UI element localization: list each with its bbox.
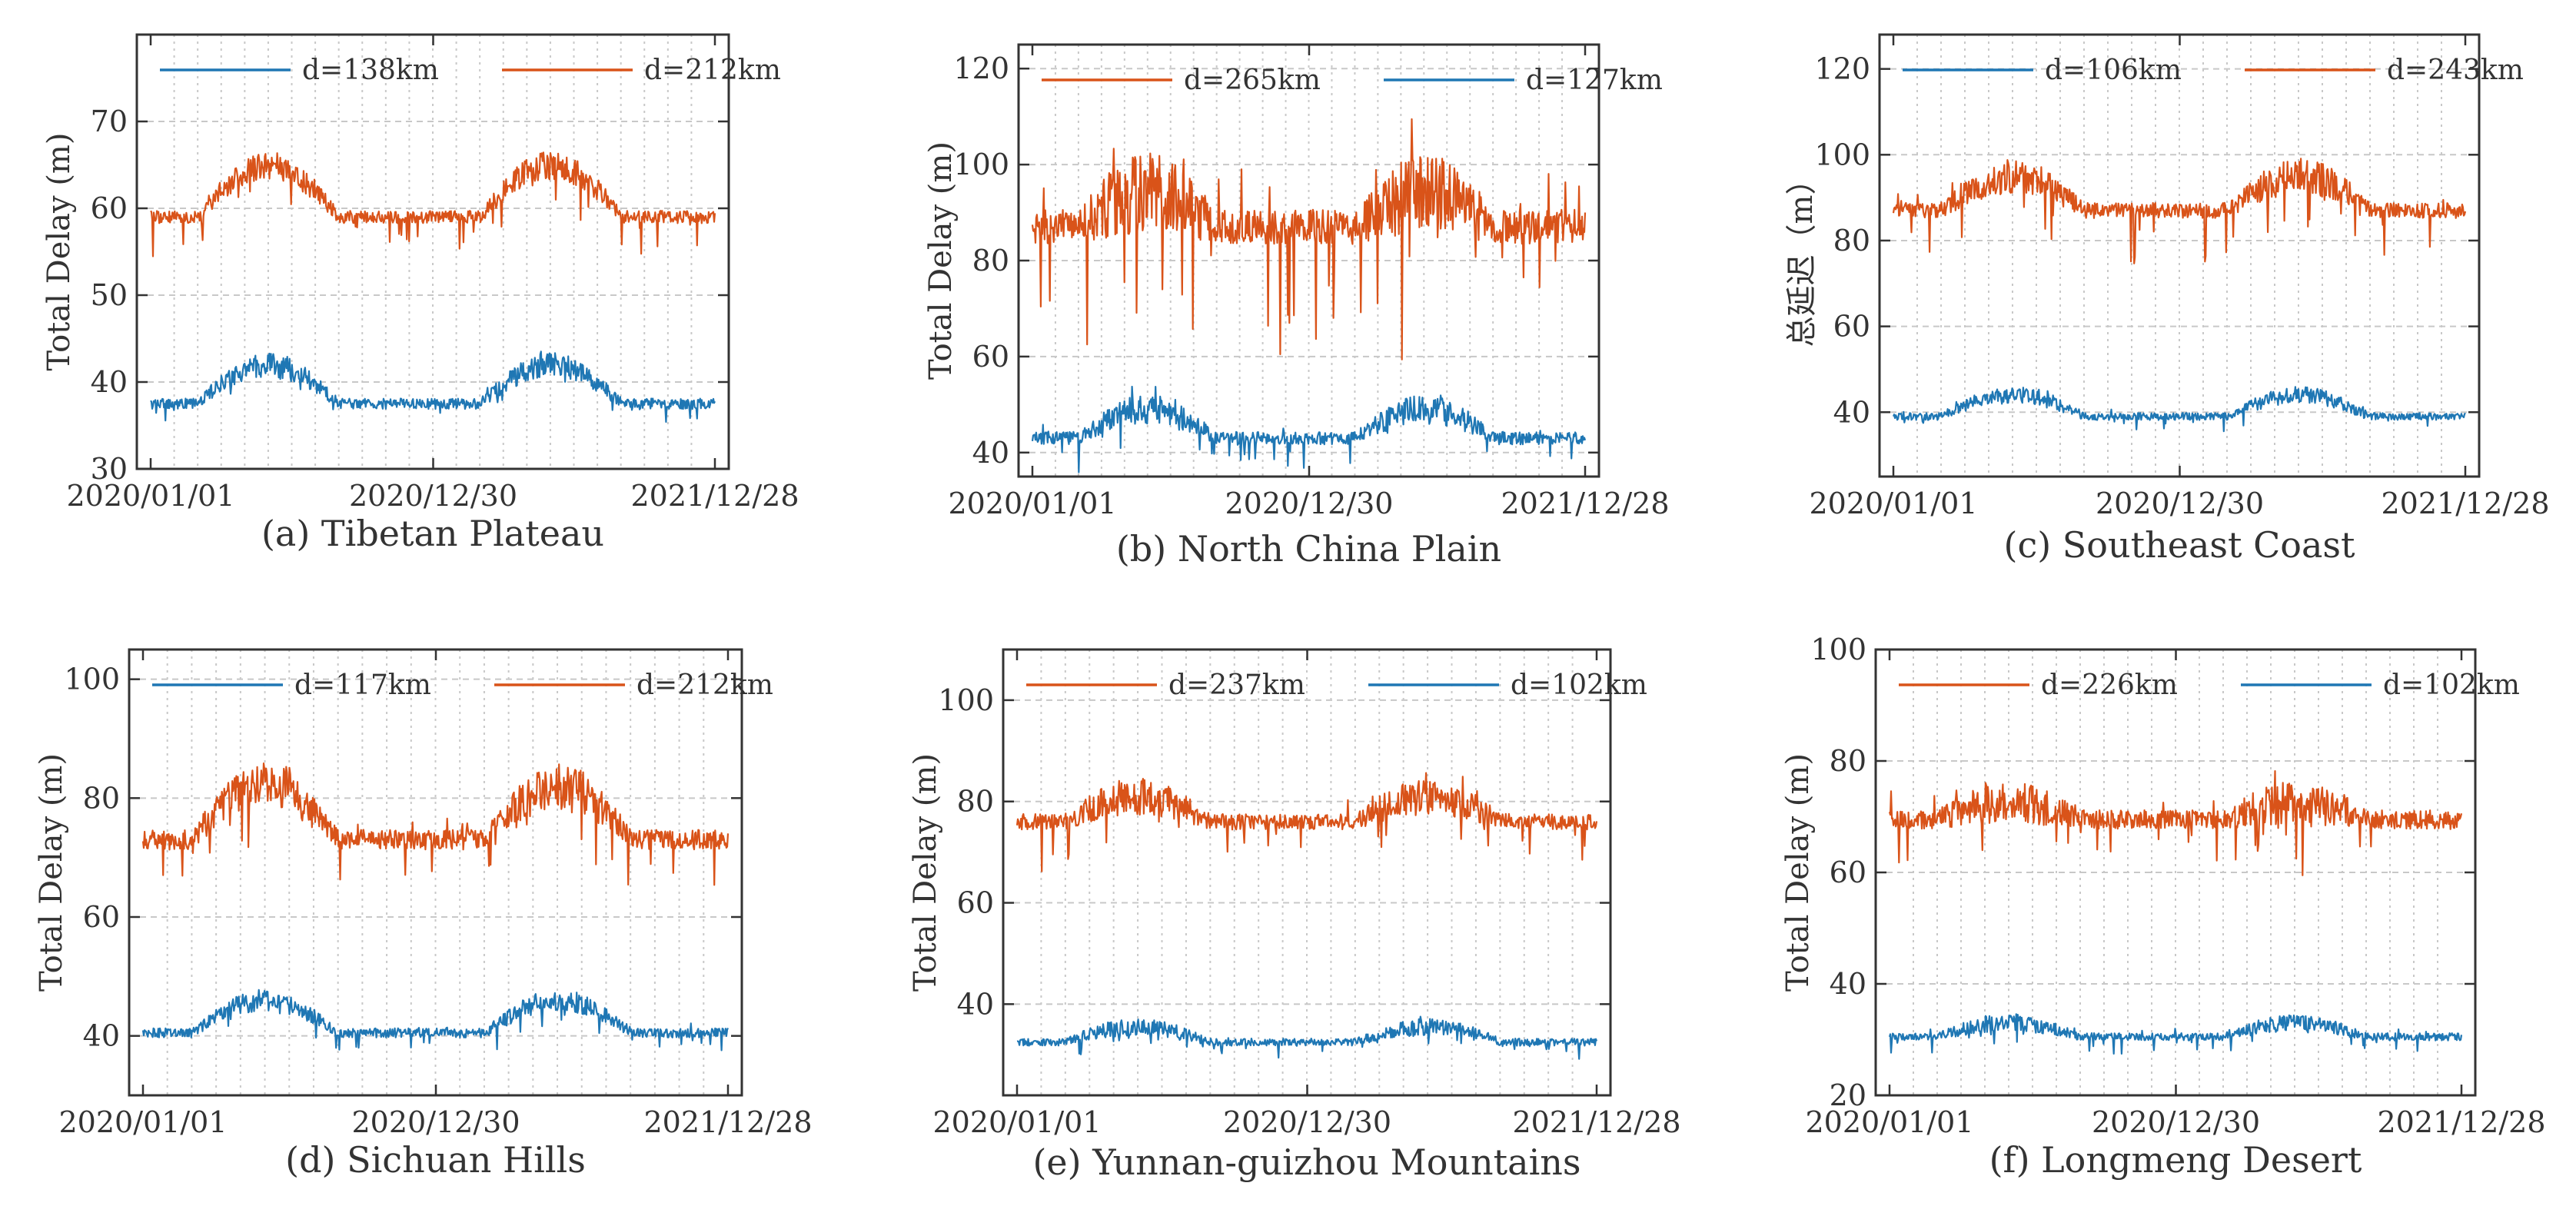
y-axis-label: Total Delay (m) (908, 753, 943, 992)
series-line-d=138km (150, 351, 716, 423)
legend-label: d=212km (637, 669, 773, 701)
panel-caption: (f) Longmeng Desert (1989, 1139, 2362, 1181)
x-tick-label: 2021/12/28 (630, 479, 799, 513)
y-tick-label: 60 (91, 191, 128, 225)
legend-label: d=237km (1168, 669, 1305, 701)
legend-label: d=226km (2041, 669, 2178, 701)
x-tick-label: 2020/12/30 (1225, 487, 1393, 520)
chart-panel-3: 40 60 80 100 120 2020/01/01 2020/12/30 2021/12/… (1784, 33, 2550, 566)
legend-label: d=265km (1184, 65, 1321, 96)
panel-caption: (b) North China Plain (1116, 528, 1501, 570)
legend-label: d=106km (2045, 55, 2182, 86)
y-axis-label: Total Delay (m) (1780, 753, 1816, 992)
y-axis-label: Total Delay (m) (34, 753, 69, 992)
chart-panel-6: 20 40 60 80 100 2020/01/01 2020/12/30 2021/12/2… (1780, 633, 2546, 1181)
legend-label: d=117km (294, 669, 431, 701)
y-tick-label: 60 (957, 886, 994, 920)
panel-caption: (e) Yunnan-guizhou Mountains (1032, 1141, 1581, 1183)
chart-panel-4: 40 60 80 100 2020/01/01 2020/12/30 2021/12/28 T… (34, 648, 813, 1181)
y-axis-label: Total Delay (m) (923, 141, 959, 380)
x-tick-label: 2020/12/30 (2092, 1105, 2260, 1139)
series-line-d=265km (1031, 118, 1587, 360)
y-tick-label: 40 (957, 987, 994, 1021)
x-tick-label: 2021/12/28 (643, 1105, 812, 1139)
y-tick-label: 60 (972, 340, 1009, 374)
series-line-d=243km (1892, 158, 2467, 264)
y-tick-label: 120 (953, 51, 1009, 85)
chart-panel-5: 40 60 80 100 2020/01/01 2020/12/30 2021/12/28 T… (908, 648, 1681, 1183)
x-tick-label: 2020/01/01 (66, 479, 234, 513)
x-tick-label: 2020/01/01 (932, 1105, 1101, 1139)
x-tick-label: 2020/12/30 (1223, 1105, 1391, 1139)
legend-label: d=138km (302, 55, 439, 86)
y-tick-label: 40 (83, 1019, 120, 1053)
y-tick-label: 50 (91, 278, 128, 312)
y-tick-label: 80 (1830, 744, 1866, 778)
x-tick-label: 2020/12/30 (349, 479, 517, 513)
series-line-d=127km (1031, 385, 1587, 473)
x-tick-label: 2020/12/30 (2096, 487, 2264, 520)
x-tick-label: 2021/12/28 (1501, 487, 1669, 520)
y-tick-label: 100 (1814, 138, 1870, 171)
series-line-d=212km (141, 762, 730, 886)
legend-label: d=212km (644, 55, 781, 86)
y-tick-label: 80 (83, 781, 120, 815)
y-tick-label: 60 (1833, 310, 1870, 344)
y-tick-label: 100 (1810, 633, 1866, 666)
y-tick-label: 40 (1830, 967, 1866, 1001)
series-line-d=237km (1015, 772, 1598, 872)
y-tick-label: 20 (1830, 1078, 1866, 1112)
legend-label: d=102km (1511, 669, 1647, 701)
y-tick-label: 40 (91, 365, 128, 399)
y-tick-label: 80 (972, 244, 1009, 277)
x-tick-label: 2021/12/28 (2377, 1105, 2545, 1139)
panel-caption: (c) Southeast Coast (2004, 524, 2356, 566)
y-tick-label: 40 (972, 436, 1009, 470)
y-tick-label: 120 (1814, 52, 1870, 86)
x-tick-label: 2021/12/28 (1512, 1105, 1680, 1139)
y-tick-label: 80 (957, 785, 994, 819)
panel-caption: (d) Sichuan Hills (285, 1139, 586, 1181)
x-tick-label: 2020/01/01 (58, 1105, 227, 1139)
y-tick-label: 100 (953, 148, 1009, 181)
series-line-d=102km (1016, 1015, 1598, 1060)
x-tick-label: 2020/01/01 (1805, 1105, 1973, 1139)
y-tick-label: 70 (91, 105, 128, 138)
panel-caption: (a) Tibetan Plateau (261, 513, 604, 554)
series-line-d=106km (1892, 386, 2466, 433)
y-tick-label: 100 (938, 683, 994, 717)
y-tick-label: 60 (83, 900, 120, 934)
y-tick-label: 40 (1833, 395, 1870, 429)
x-tick-label: 2020/01/01 (1809, 487, 1977, 520)
y-tick-label: 100 (64, 663, 120, 696)
legend-label: d=243km (2387, 55, 2524, 86)
series-line-d=226km (1888, 770, 2463, 876)
chart-panel-2: 40 60 80 100 120 2020/01/01 2020/12/30 2021/12/… (923, 43, 1670, 570)
x-tick-label: 2020/12/30 (352, 1105, 520, 1139)
y-tick-label: 60 (1830, 856, 1866, 889)
y-tick-label: 80 (1833, 224, 1870, 257)
y-tick-label: 30 (91, 452, 128, 486)
series-line-d=102km (1888, 1013, 2463, 1055)
legend-label: d=102km (2383, 669, 2520, 701)
x-tick-label: 2020/01/01 (948, 487, 1116, 520)
x-tick-label: 2021/12/28 (2381, 487, 2549, 520)
series-line-d=117km (141, 988, 730, 1052)
series-line-d=212km (150, 151, 716, 257)
chart-panel-1: 30 40 50 60 70 2020/01/01 2020/12/30 2021/12/28… (42, 33, 799, 554)
legend-label: d=127km (1526, 65, 1663, 96)
y-axis-label: Total Delay (m) (42, 133, 77, 371)
y-axis-label: 总延迟（m） (1784, 164, 1820, 347)
